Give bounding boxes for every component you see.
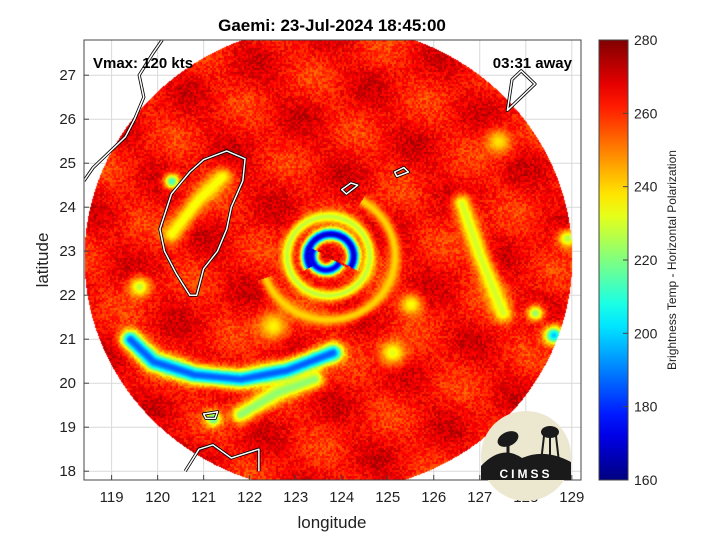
colorbar-tick-label: 160 [634,472,658,488]
y-tick-label: 25 [59,155,76,172]
coastline-babuyan-islands [202,411,219,420]
time-away-annotation: 03:31 away [493,55,573,72]
colorbar-ticks: 160 180 200 220 240 260 280 [623,32,658,488]
colorbar-tick-label: 280 [634,32,658,48]
x-axis-label: longitude [297,513,366,532]
y-tick-label: 24 [59,199,76,216]
colorbar-label: Brightness Temp - Horizontal Polarizatio… [665,150,679,370]
y-tick-label: 23 [59,243,76,260]
y-tick-label: 19 [59,419,76,436]
y-tick-label: 21 [59,331,76,348]
x-tick-label: 127 [467,489,492,506]
y-tick-label: 27 [59,67,76,84]
brightness-temperature-raster [84,40,581,480]
x-tick-label: 119 [100,489,124,506]
coastlines [84,40,537,473]
x-tick-label: 125 [375,489,400,506]
x-tick-label: 122 [237,489,262,506]
x-tick-label: 129 [559,489,584,506]
coastline-miyako-island [393,166,410,178]
x-tick-label: 124 [329,489,354,506]
coastline-ryukyu-islands [506,70,536,112]
y-axis-label: latitude [33,233,52,288]
coastline-sakishima-islands [340,182,359,195]
y-tick-label: 26 [59,111,76,128]
colorbar-tick-label: 260 [634,105,658,121]
satellite-dish-icon [497,431,519,462]
vmax-annotation: Vmax: 120 kts [93,55,193,72]
x-tick-label: 126 [421,489,446,506]
y-tick-label: 22 [59,287,76,304]
chart-title: Gaemi: 23-Jul-2024 18:45:00 [218,16,446,35]
plot-frame [83,39,582,481]
colorbar-tick-label: 240 [634,179,658,195]
x-tick-label: 121 [191,489,216,506]
y-tick-label: 20 [59,375,76,392]
colorbar-tick-label: 220 [634,252,658,268]
y-ticks: 18 19 20 21 22 23 24 25 26 27 [59,67,89,480]
cimss-logo: CIMSS [481,411,571,501]
coastline-china-coast [84,40,163,182]
y-tick-label: 18 [59,463,76,480]
x-tick-label: 123 [283,489,308,506]
cimss-logo-text: CIMSS [499,467,552,481]
water-tower-icon [540,426,560,463]
coastline-luzon [184,444,260,472]
x-tick-label: 120 [145,489,170,506]
coastline-taiwan [159,150,246,296]
colorbar-tick-label: 180 [634,399,658,415]
colorbar-tick-label: 200 [634,325,658,341]
